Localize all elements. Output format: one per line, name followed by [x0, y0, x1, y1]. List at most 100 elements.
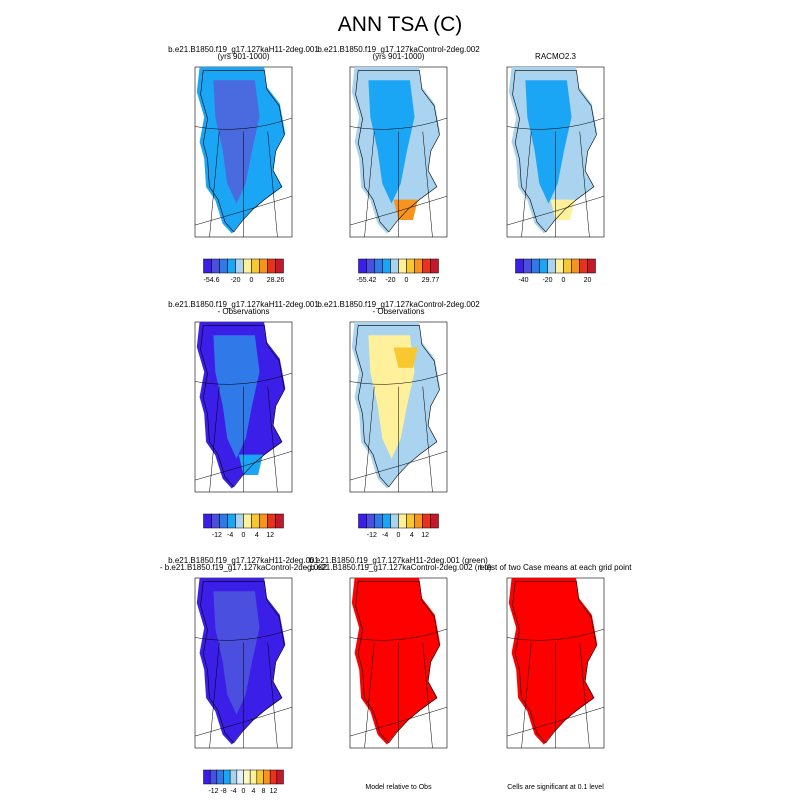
- latitude-line: [194, 372, 293, 385]
- meridian-line: [364, 131, 375, 238]
- map-panel: b.e21.B1850.f19_g17.127kaControl-2deg.00…: [317, 45, 480, 284]
- panel-title: - Observations: [217, 307, 269, 316]
- colorbar-box: [358, 513, 367, 529]
- map-panel: b.e21.B1850.f19_g17.127kaH11-2deg.001(yr…: [168, 45, 319, 284]
- ice-interior: [368, 80, 415, 204]
- figure-title: ANN TSA (C): [338, 13, 462, 36]
- colorbar-label: -4: [230, 788, 236, 795]
- meridian-line: [209, 642, 220, 749]
- colorbar-label: 0: [250, 277, 254, 284]
- ice-accent: [393, 199, 418, 220]
- latitude-line: [349, 117, 448, 130]
- meridian-line: [364, 642, 375, 749]
- colorbar-box: [203, 769, 211, 785]
- meridian-line: [422, 386, 433, 493]
- latitude-line: [506, 117, 605, 130]
- colorbar-box: [251, 513, 260, 529]
- map-panel: b.e21.B1850.f19_g17.127kaH11-2deg.001- O…: [168, 300, 319, 539]
- colorbar-label: 0: [242, 532, 246, 539]
- colorbar-label: -8: [220, 788, 226, 795]
- colorbar-label: 12: [266, 532, 274, 539]
- ice-interior: [368, 591, 415, 715]
- coastline: [355, 325, 440, 488]
- colorbar-label: -4: [227, 532, 233, 539]
- panel-title: b.e21.B1850.f19_g17.127kaH11-2deg.001: [168, 300, 319, 309]
- meridian-line: [521, 131, 532, 238]
- colorbar-box: [243, 258, 252, 274]
- panel-title: b.e21.B1850.f19_g17.127kaH11-2deg.001 (g…: [309, 556, 488, 565]
- colorbar-box: [382, 258, 391, 274]
- map-panel: b.e21.B1850.f19_g17.127kaControl-2deg.00…: [317, 300, 480, 539]
- colorbar-label: -12: [367, 532, 377, 539]
- colorbar-box: [430, 513, 439, 529]
- ice-accent: [393, 347, 418, 368]
- panel-title: RACMO2.3: [535, 52, 576, 61]
- colorbar-box: [390, 513, 399, 529]
- colorbar-label: -12: [208, 788, 218, 795]
- colorbar-box: [555, 258, 564, 274]
- meridian-line: [267, 386, 278, 493]
- colorbar-box: [547, 258, 556, 274]
- colorbar-box: [398, 513, 407, 529]
- colorbar-box: [406, 513, 415, 529]
- colorbar-box: [515, 258, 524, 274]
- colorbar-label: -4: [382, 532, 388, 539]
- panel-title: - b.e21.B1850.f19_g17.127kaControl-2deg.…: [160, 563, 328, 572]
- colorbar-box: [249, 769, 258, 785]
- meridian-line: [209, 131, 220, 238]
- meridian-line: [209, 386, 220, 493]
- colorbar-label: -20: [230, 277, 240, 284]
- colorbar-label: 4: [252, 788, 256, 795]
- colorbar-label: 8: [262, 788, 266, 795]
- meridian-line: [364, 386, 375, 493]
- colorbar-box: [422, 258, 431, 274]
- colorbar-box: [374, 258, 383, 274]
- ice-accent: [238, 454, 263, 475]
- colorbar-box: [275, 513, 284, 529]
- coastline: [200, 70, 285, 233]
- ice-accent: [550, 199, 575, 220]
- colorbar-box: [219, 513, 228, 529]
- colorbar-box: [211, 258, 220, 274]
- ice-interior: [213, 80, 260, 204]
- panel-title: - b.e21.B1850.f19_g17.127kaControl-2deg.…: [305, 563, 492, 572]
- meridian-line: [521, 642, 532, 749]
- colorbar-box: [267, 513, 276, 529]
- colorbar-box: [275, 258, 284, 274]
- colorbar-box: [374, 513, 383, 529]
- colorbar-box: [267, 258, 276, 274]
- colorbar-label: -54.6: [204, 277, 220, 284]
- latitude-line: [506, 628, 605, 641]
- meridian-line: [422, 642, 433, 749]
- coastline: [355, 70, 440, 233]
- colorbar-box: [406, 258, 415, 274]
- panel-title: (yrs 901-1000): [372, 52, 424, 61]
- colorbar-box: [203, 258, 212, 274]
- colorbar-label: 28.26: [267, 277, 285, 284]
- colorbar-box: [209, 769, 218, 785]
- colorbar-box: [563, 258, 572, 274]
- colorbar-box: [229, 769, 238, 785]
- colorbar-box: [523, 258, 532, 274]
- coastline: [512, 70, 597, 233]
- colorbar-box: [227, 258, 236, 274]
- colorbar-box: [235, 258, 244, 274]
- meridian-line: [267, 642, 278, 749]
- colorbar-box: [236, 769, 244, 785]
- colorbar-box: [358, 258, 367, 274]
- colorbar-box: [539, 258, 548, 274]
- colorbar-box: [571, 258, 580, 274]
- colorbar-box: [366, 258, 375, 274]
- map-panel: RACMO2.3 -40 -20 0 20: [506, 52, 605, 284]
- colorbar-label: 4: [255, 532, 259, 539]
- colorbar-box: [422, 513, 431, 529]
- colorbar-box: [414, 258, 423, 274]
- colorbar-box: [227, 513, 236, 529]
- panel-title: t-test of two Case means at each grid po…: [479, 563, 632, 572]
- map-panel: b.e21.B1850.f19_g17.127kaH11-2deg.001 (g…: [305, 556, 492, 791]
- colorbar-box: [243, 513, 252, 529]
- colorbar-box: [531, 258, 540, 274]
- colorbar-box: [366, 513, 375, 529]
- latitude-line: [349, 628, 448, 641]
- colorbar-label: 0: [405, 277, 409, 284]
